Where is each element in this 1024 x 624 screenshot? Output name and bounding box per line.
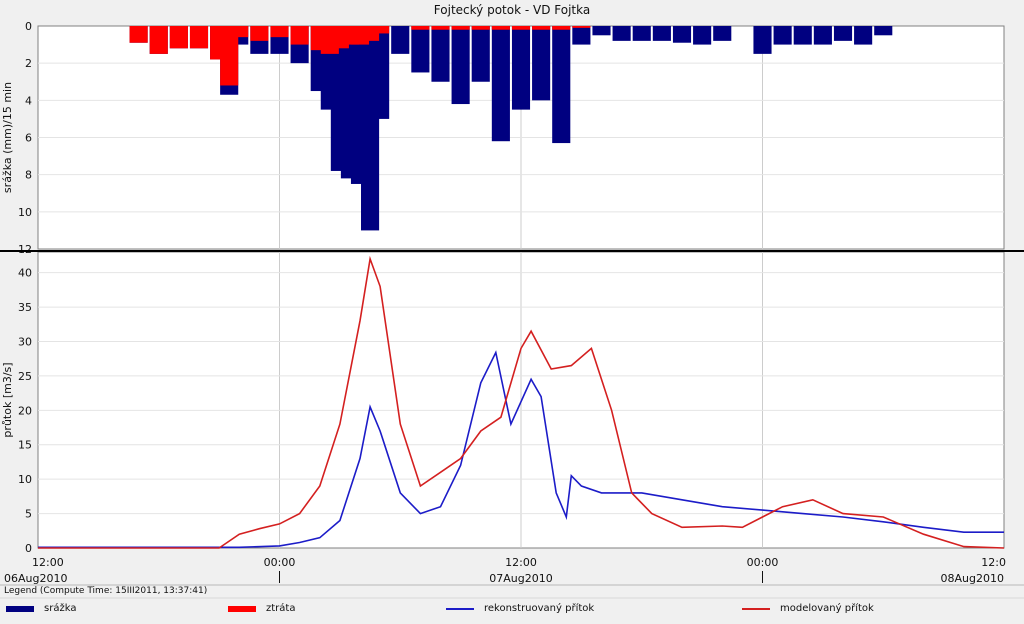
rain-bar-srazka (874, 26, 893, 36)
rain-bar-srazka (773, 26, 792, 45)
rain-bar-srazka (552, 26, 571, 144)
rain-bar-ztrata (270, 26, 289, 38)
rain-tick-label: 6 (25, 132, 32, 145)
rain-bar-ztrata (189, 26, 209, 49)
legend-item-srazka: srážka (6, 603, 76, 614)
flow-line-rekonstruovany (38, 350, 1004, 549)
rain-bar-ztrata (290, 26, 309, 45)
legend-swatch-modelovany (742, 607, 770, 610)
x-date-label: 07Aug2010 (489, 572, 552, 585)
rain-bar-srazka (693, 26, 712, 45)
rain-bar-srazka (471, 26, 490, 82)
rain-bar-srazka (813, 26, 832, 45)
rain-bar-srazka (854, 26, 873, 45)
x-tick-label: 12:0 (981, 556, 1006, 569)
chart-title: Fojtecký potok - VD Fojtka (434, 3, 590, 17)
rain-bar-srazka (491, 26, 510, 142)
rain-bar-srazka (431, 26, 450, 82)
rain-bar-ztrata (250, 26, 269, 41)
legend-label-modelovany: modelovaný přítok (780, 603, 874, 614)
x-tick-label: 00:00 (747, 556, 779, 569)
rain-tick-label: 0 (25, 20, 32, 33)
rain-bar-srazka (672, 26, 692, 43)
rain-y-axis-label: srážka (mm)/15 min (1, 82, 14, 193)
rain-tick-label: 4 (25, 94, 32, 107)
rain-bar-ztrata (431, 26, 450, 30)
title-bar (0, 0, 1024, 20)
rain-bar-ztrata (491, 26, 510, 30)
rain-bar-ztrata (471, 26, 490, 30)
rain-bar-srazka (713, 26, 732, 41)
flow-tick-label: 15 (18, 439, 32, 452)
rain-tick-label: 10 (18, 206, 32, 219)
legend-swatch-ztrata (228, 605, 256, 612)
legend-item-rekonstruovany: rekonstruovaný přítok (446, 603, 594, 614)
rain-bar-srazka (652, 26, 671, 41)
rain-bar-srazka (391, 26, 410, 54)
legend-swatch-rekonstruovany (446, 607, 474, 610)
rain-bar-ztrata (451, 26, 470, 30)
legend-compute-time: Legend (Compute Time: 15III2011, 13:37:4… (4, 586, 208, 596)
flow-tick-label: 35 (18, 301, 32, 314)
x-tick-label: 12:00 (505, 556, 537, 569)
rain-bar-srazka (793, 26, 812, 45)
flow-tick-label: 5 (25, 508, 32, 521)
flow-tick-label: 40 (18, 267, 32, 280)
rain-bar-ztrata (411, 26, 430, 30)
rain-bar-srazka (411, 26, 430, 73)
rain-bar-ztrata (129, 26, 148, 43)
rain-bar-srazka (371, 26, 390, 119)
rain-bar-srazka (572, 26, 591, 45)
rain-bar-srazka (833, 26, 853, 41)
legend-label-ztrata: ztráta (266, 603, 296, 614)
rain-bar-ztrata (169, 26, 188, 49)
flow-tick-label: 0 (25, 542, 32, 555)
rain-bar-srazka (532, 26, 551, 101)
rain-bar-ztrata (511, 26, 531, 30)
flow-line-modelovany (38, 255, 1005, 549)
rain-bar-ztrata (371, 26, 390, 34)
x-date-label: 08Aug2010 (941, 572, 1004, 585)
x-tick-label: 00:00 (264, 556, 296, 569)
legend-label-srazka: srážka (44, 603, 77, 614)
x-date-label: 06Aug2010 (4, 572, 67, 585)
legend-label-rekonstruovany: rekonstruovaný přítok (484, 603, 595, 614)
rain-tick-label: 2 (25, 57, 32, 70)
flow-y-axis-label: průtok [m3/s] (1, 362, 14, 437)
rain-bar-ztrata (572, 26, 591, 28)
rain-bar-ztrata (552, 26, 571, 30)
flow-tick-label: 10 (18, 473, 32, 486)
rain-bar-srazka (451, 26, 470, 105)
rain-bar-srazka (592, 26, 611, 36)
x-tick-label: 12:00 (32, 556, 64, 569)
rain-bar-ztrata (230, 26, 249, 38)
rain-tick-label: 12 (18, 243, 32, 256)
rain-bar-ztrata (149, 26, 168, 54)
rain-bar-ztrata (532, 26, 551, 30)
rain-bar-srazka (632, 26, 651, 41)
flow-tick-label: 20 (18, 404, 32, 417)
legend-item-modelovany: modelovaný přítok (742, 603, 874, 614)
rain-bar-srazka (511, 26, 531, 110)
legend-item-ztrata: ztráta (228, 603, 295, 614)
rain-bar-ztrata (220, 26, 239, 86)
rain-bar-srazka (612, 26, 631, 41)
flow-tick-label: 25 (18, 370, 32, 383)
rain-tick-label: 8 (25, 169, 32, 182)
rain-bar-srazka (753, 26, 772, 54)
flow-tick-label: 30 (18, 335, 32, 348)
legend-swatch-srazka (6, 605, 34, 612)
